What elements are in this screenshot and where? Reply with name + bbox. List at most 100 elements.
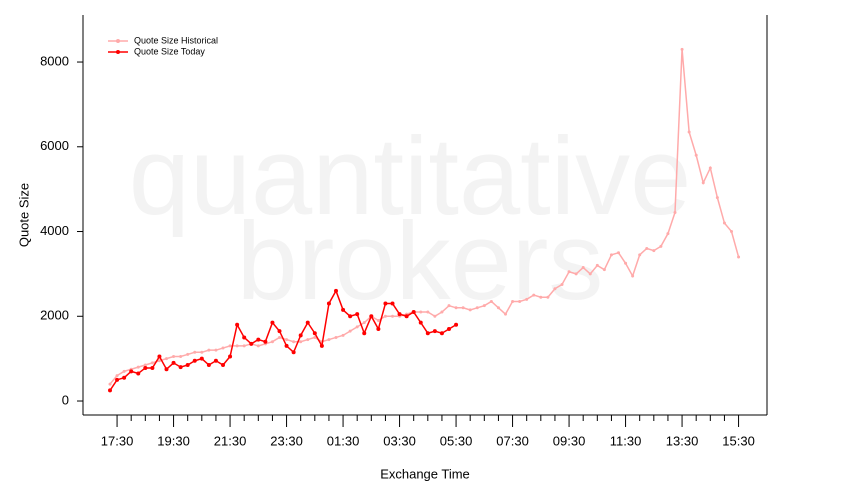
data-point [454, 322, 459, 327]
data-point [207, 348, 211, 352]
data-point [539, 295, 543, 299]
data-point [165, 357, 168, 361]
legend-label: Quote Size Historical [134, 35, 218, 45]
data-point [221, 363, 225, 367]
data-point [228, 344, 232, 348]
data-point [242, 335, 247, 340]
data-point [143, 363, 147, 367]
data-point [199, 356, 204, 361]
data-point [432, 329, 437, 334]
data-point [326, 301, 331, 306]
data-point [560, 282, 564, 286]
data-point [270, 340, 274, 344]
data-point [193, 350, 197, 354]
data-point [708, 166, 712, 170]
data-point [376, 319, 380, 323]
data-point [235, 322, 240, 327]
data-point [122, 369, 126, 373]
data-point [411, 310, 416, 315]
data-point [666, 232, 670, 236]
data-point [334, 288, 338, 293]
data-point [433, 314, 437, 318]
data-point [525, 297, 529, 301]
y-tick-label: 0 [62, 392, 69, 407]
data-point [228, 354, 233, 359]
x-tick-label: 11:30 [610, 433, 642, 448]
data-point [213, 358, 218, 363]
data-point [419, 310, 423, 314]
data-point [624, 261, 628, 265]
data-point [263, 339, 268, 344]
data-point [348, 314, 353, 319]
data-point [376, 326, 381, 331]
data-point [284, 343, 289, 348]
data-point [673, 210, 677, 214]
data-point [645, 246, 649, 250]
data-point [638, 253, 642, 257]
data-point [496, 306, 500, 310]
data-point [341, 307, 346, 312]
data-point [511, 299, 515, 303]
data-point [115, 374, 119, 378]
data-point [581, 266, 585, 270]
data-point [694, 153, 698, 157]
data-point [602, 268, 606, 272]
data-point [355, 325, 359, 329]
data-point [390, 301, 395, 306]
data-point [369, 314, 374, 319]
x-tick-label: 15:30 [722, 433, 755, 448]
data-point [157, 354, 162, 359]
data-point [298, 333, 303, 338]
data-point [319, 343, 324, 348]
data-point [313, 335, 317, 339]
data-point [150, 361, 154, 365]
data-point [362, 331, 367, 336]
data-point [652, 249, 656, 253]
legend-marker [116, 50, 120, 54]
y-axis-title: Quote Size [16, 183, 31, 247]
data-point [312, 331, 317, 336]
data-point [292, 340, 296, 344]
x-tick-label: 13:30 [666, 433, 699, 448]
x-tick-label: 23:30 [270, 433, 303, 448]
data-point [468, 308, 472, 312]
data-point [574, 272, 578, 276]
data-point [546, 295, 550, 299]
data-point [680, 47, 684, 51]
data-point [235, 344, 239, 348]
x-tick-label: 19:30 [157, 433, 190, 448]
data-point [299, 340, 303, 344]
data-point [178, 365, 183, 370]
data-point [730, 230, 733, 234]
data-point [617, 251, 620, 255]
data-point [722, 221, 726, 225]
data-point [425, 331, 430, 336]
data-point [553, 287, 557, 291]
legend-label: Quote Size Today [134, 46, 205, 56]
data-point [447, 304, 451, 308]
data-point [249, 341, 254, 346]
data-point [362, 321, 366, 325]
watermark: quantitative [129, 115, 692, 238]
data-point [108, 388, 112, 393]
legend-marker [116, 39, 120, 43]
x-axis-title: Exchange Time [380, 466, 470, 481]
data-point [454, 306, 458, 310]
data-point [192, 358, 197, 363]
data-point [186, 352, 190, 356]
data-point [482, 304, 486, 308]
data-point [136, 371, 141, 376]
data-point [171, 360, 176, 365]
data-point [404, 314, 409, 319]
data-point [701, 181, 705, 185]
data-point [341, 333, 345, 337]
data-point [391, 314, 394, 318]
data-point [327, 338, 331, 342]
data-point [631, 274, 635, 278]
data-point [397, 312, 402, 317]
y-tick-label: 4000 [40, 223, 69, 238]
x-tick-label: 03:30 [383, 433, 416, 448]
data-point [532, 293, 536, 297]
data-point [285, 338, 289, 342]
